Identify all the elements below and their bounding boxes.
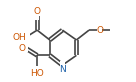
Text: O: O [34,7,41,16]
FancyBboxPatch shape [33,66,41,73]
Text: HO: HO [30,69,44,78]
Text: O: O [19,44,26,53]
FancyBboxPatch shape [97,26,102,34]
FancyBboxPatch shape [35,12,39,20]
FancyBboxPatch shape [60,61,64,69]
FancyBboxPatch shape [22,33,30,41]
Text: N: N [59,65,66,74]
Text: OH: OH [12,33,26,42]
FancyBboxPatch shape [24,45,28,52]
Text: O: O [96,26,103,35]
